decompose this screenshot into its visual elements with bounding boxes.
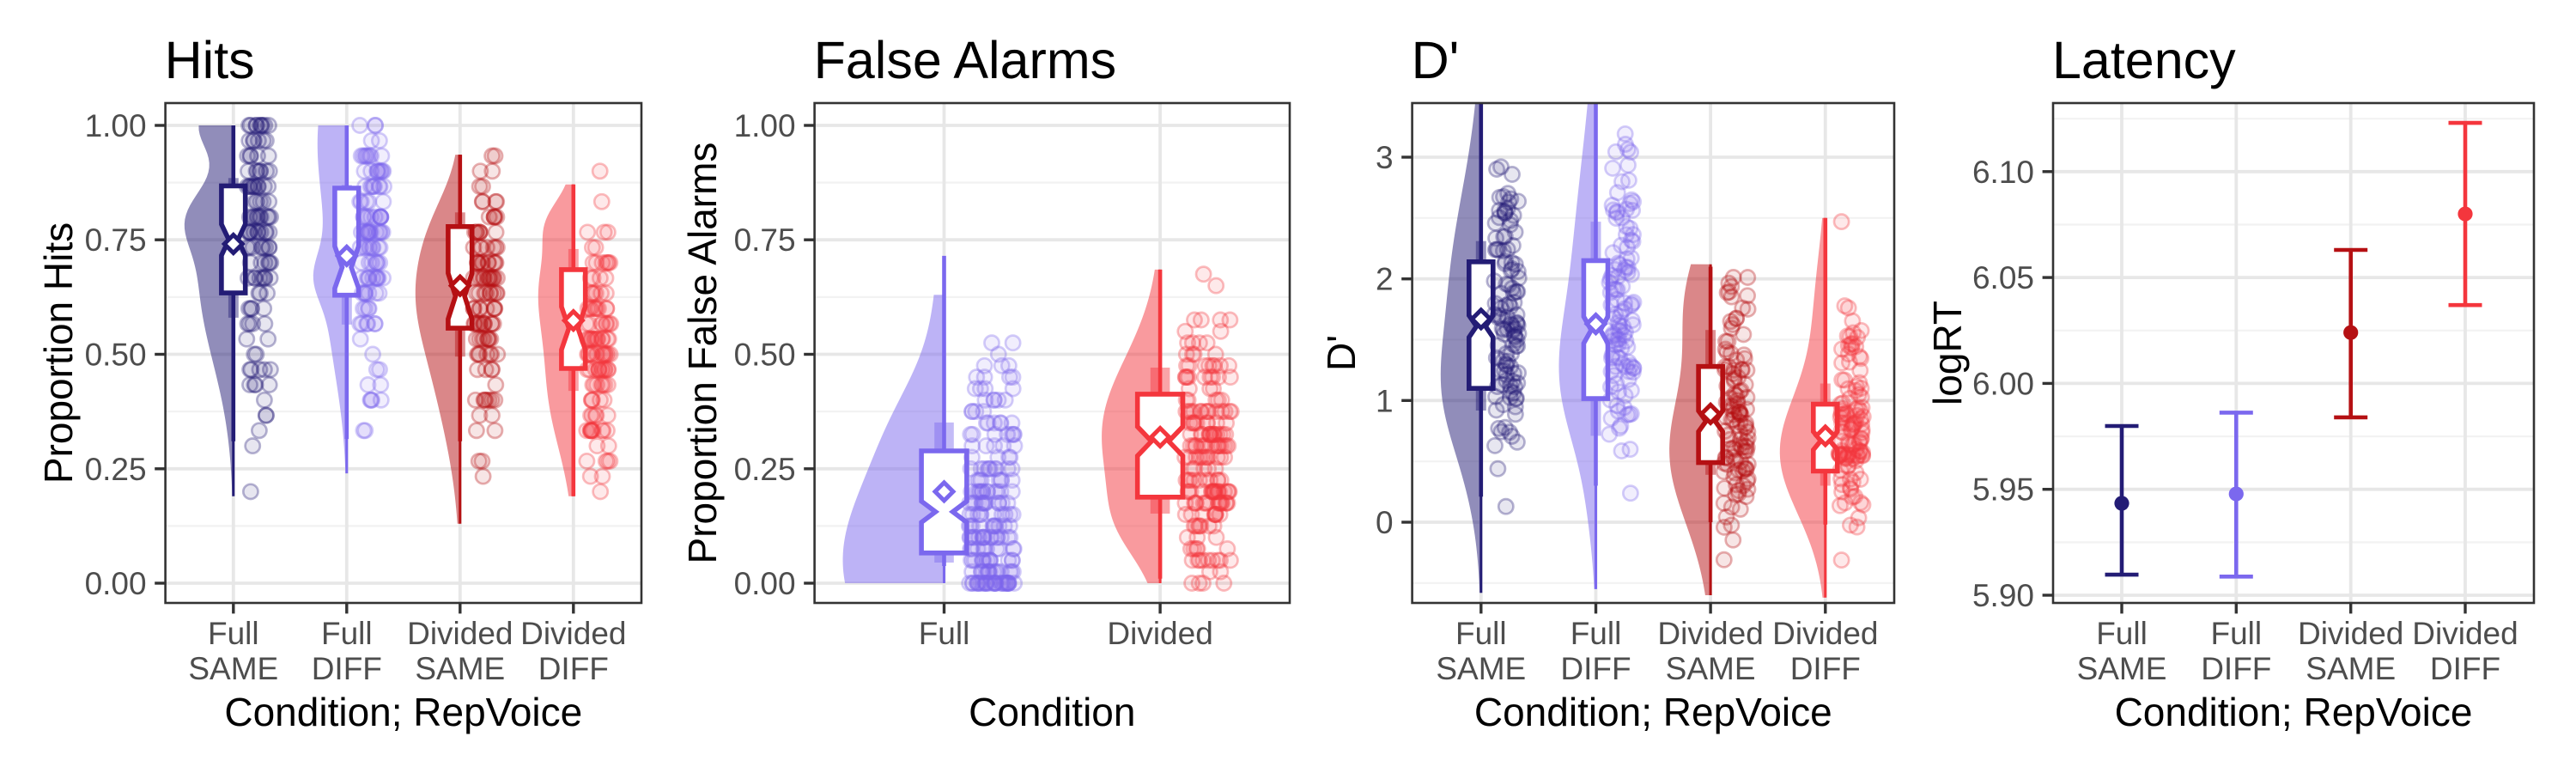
svg-text:2: 2	[1376, 262, 1394, 297]
svg-text:0.50: 0.50	[85, 338, 147, 373]
svg-text:DIFF: DIFF	[1560, 651, 1631, 686]
svg-text:0.25: 0.25	[85, 452, 147, 487]
svg-text:1.00: 1.00	[734, 108, 796, 143]
svg-text:0.00: 0.00	[85, 566, 147, 601]
svg-text:Divided: Divided	[2298, 616, 2403, 651]
svg-text:Full: Full	[2096, 616, 2148, 651]
svg-text:Proportion Hits: Proportion Hits	[36, 222, 81, 484]
svg-text:Divided: Divided	[2412, 616, 2518, 651]
svg-text:0.75: 0.75	[734, 222, 796, 258]
svg-text:SAME: SAME	[2077, 651, 2167, 686]
svg-text:Divided: Divided	[1772, 616, 1878, 651]
svg-text:6.00: 6.00	[1972, 366, 2034, 401]
svg-text:0.75: 0.75	[85, 222, 147, 258]
svg-text:SAME: SAME	[1436, 651, 1526, 686]
svg-text:6.10: 6.10	[1972, 155, 2034, 190]
svg-text:Full: Full	[2210, 616, 2262, 651]
svg-text:D': D'	[1412, 31, 1460, 89]
svg-text:1.00: 1.00	[85, 108, 147, 143]
svg-text:Condition; RepVoice: Condition; RepVoice	[2115, 690, 2473, 734]
svg-text:False Alarms: False Alarms	[814, 31, 1117, 89]
svg-text:Latency: Latency	[2052, 31, 2236, 89]
svg-text:DIFF: DIFF	[2430, 651, 2500, 686]
svg-text:SAME: SAME	[415, 651, 505, 686]
svg-text:Hits: Hits	[165, 31, 255, 89]
svg-text:SAME: SAME	[1666, 651, 1756, 686]
svg-text:DIFF: DIFF	[312, 651, 382, 686]
svg-text:0: 0	[1376, 505, 1394, 540]
svg-text:3: 3	[1376, 140, 1394, 175]
svg-text:Divided: Divided	[520, 616, 626, 651]
svg-text:0.00: 0.00	[734, 566, 796, 601]
svg-text:Divided: Divided	[1107, 616, 1212, 651]
svg-text:Divided: Divided	[1657, 616, 1763, 651]
svg-text:Full: Full	[919, 616, 970, 651]
svg-text:logRT: logRT	[1925, 301, 1970, 405]
svg-text:Full: Full	[208, 616, 259, 651]
svg-text:DIFF: DIFF	[538, 651, 609, 686]
svg-text:SAME: SAME	[188, 651, 278, 686]
svg-text:5.90: 5.90	[1972, 578, 2034, 613]
svg-text:DIFF: DIFF	[2201, 651, 2271, 686]
svg-text:Condition; RepVoice: Condition; RepVoice	[1474, 690, 1832, 734]
svg-text:5.95: 5.95	[1972, 472, 2034, 508]
svg-text:Condition; RepVoice: Condition; RepVoice	[224, 690, 582, 734]
svg-text:0.25: 0.25	[734, 452, 796, 487]
svg-text:D': D'	[1319, 335, 1364, 371]
svg-text:DIFF: DIFF	[1790, 651, 1861, 686]
svg-text:1: 1	[1376, 383, 1394, 418]
svg-text:Condition: Condition	[969, 690, 1135, 734]
svg-text:0.50: 0.50	[734, 338, 796, 373]
svg-text:Proportion False Alarms: Proportion False Alarms	[680, 143, 725, 564]
svg-text:6.05: 6.05	[1972, 260, 2034, 295]
svg-text:Full: Full	[1571, 616, 1622, 651]
svg-text:SAME: SAME	[2306, 651, 2396, 686]
svg-text:Full: Full	[321, 616, 373, 651]
svg-text:Full: Full	[1455, 616, 1507, 651]
svg-text:Divided: Divided	[407, 616, 513, 651]
